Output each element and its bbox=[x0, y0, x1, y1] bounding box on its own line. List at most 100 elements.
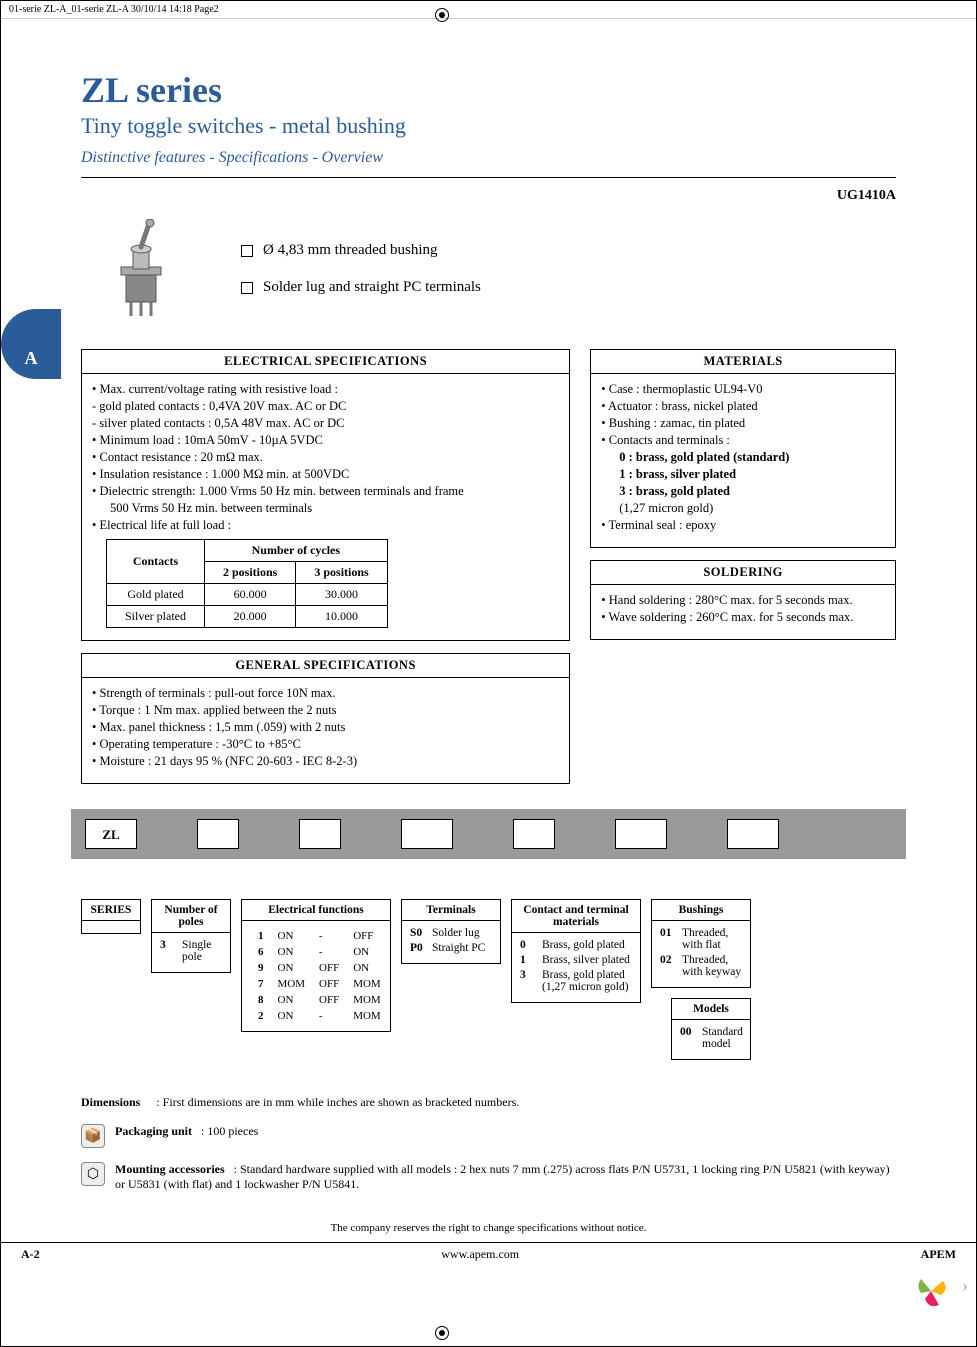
option-code: S0 bbox=[410, 927, 426, 939]
note-label: Packaging unit bbox=[115, 1124, 192, 1138]
option-label: Brass, gold plated (1,27 micron gold) bbox=[542, 969, 632, 993]
option-functions-box: Electrical functions 1ON-OFF 6ON-ON 9ONO… bbox=[241, 899, 391, 1032]
table-cell: 10.000 bbox=[296, 606, 387, 628]
spec-item: Strength of terminals : pull-out force 1… bbox=[92, 686, 559, 701]
part-box-empty bbox=[299, 819, 341, 849]
option-row: 3 Single pole bbox=[160, 939, 222, 963]
product-image bbox=[81, 214, 201, 324]
package-icon: 📦 bbox=[81, 1124, 105, 1148]
table-header: Number of cycles bbox=[204, 540, 387, 562]
func-code: 7 bbox=[252, 977, 270, 991]
spec-item: Max. panel thickness : 1,5 mm (.059) wit… bbox=[92, 720, 559, 735]
table-header: Contacts bbox=[107, 540, 205, 584]
spec-item: Case : thermoplastic UL94-V0 bbox=[601, 382, 885, 397]
option-title: Terminals bbox=[402, 900, 500, 921]
func-cell: - bbox=[313, 929, 345, 943]
func-code: 2 bbox=[252, 1009, 270, 1023]
option-code: 02 bbox=[660, 954, 676, 978]
electrical-specs-box: ELECTRICAL SPECIFICATIONS Max. current/v… bbox=[81, 349, 570, 641]
spec-item: Torque : 1 Nm max. applied between the 2… bbox=[92, 703, 559, 718]
func-cell: ON bbox=[272, 993, 312, 1007]
func-cell: MOM bbox=[347, 993, 387, 1007]
func-cell: OFF bbox=[313, 961, 345, 975]
option-label: Standard model bbox=[702, 1026, 743, 1050]
page-footer: A-2 www.apem.com APEM bbox=[1, 1242, 976, 1266]
spec-item: Operating temperature : -30°C to +85°C bbox=[92, 737, 559, 752]
page-content: A ZL series Tiny toggle switches - metal… bbox=[1, 19, 976, 1286]
part-box-empty bbox=[727, 819, 779, 849]
func-cell: - bbox=[313, 945, 345, 959]
option-code: P0 bbox=[410, 942, 426, 954]
nut-icon: ⬡ bbox=[81, 1162, 105, 1186]
func-cell: ON bbox=[347, 961, 387, 975]
option-row: 3Brass, gold plated (1,27 micron gold) bbox=[520, 969, 632, 993]
func-cell: OFF bbox=[347, 929, 387, 943]
func-cell: MOM bbox=[347, 1009, 387, 1023]
func-cell: ON bbox=[272, 929, 312, 943]
option-series-box: SERIES bbox=[81, 899, 141, 934]
specs-left-column: ELECTRICAL SPECIFICATIONS Max. current/v… bbox=[81, 349, 570, 784]
option-row: 00Standard model bbox=[680, 1026, 742, 1050]
general-specs-box: GENERAL SPECIFICATIONS Strength of termi… bbox=[81, 653, 570, 784]
option-label: Threaded, with flat bbox=[682, 927, 742, 951]
note-text: : Standard hardware supplied with all mo… bbox=[115, 1162, 890, 1191]
chevron-right-icon[interactable]: › bbox=[962, 1275, 968, 1296]
option-poles-box: Number of poles 3 Single pole bbox=[151, 899, 231, 973]
note-text: : First dimensions are in mm while inche… bbox=[156, 1095, 519, 1110]
box-title: ELECTRICAL SPECIFICATIONS bbox=[82, 350, 569, 374]
option-title: Electrical functions bbox=[242, 900, 390, 921]
product-subtitle: Tiny toggle switches - metal bushing bbox=[81, 113, 896, 139]
feature-text: Ø 4,83 mm threaded bushing bbox=[263, 242, 438, 259]
table-cell: 20.000 bbox=[204, 606, 295, 628]
option-label: Threaded, with keyway bbox=[682, 954, 742, 978]
box-title: SOLDERING bbox=[591, 561, 895, 585]
specs-grid: ELECTRICAL SPECIFICATIONS Max. current/v… bbox=[81, 349, 896, 784]
specs-right-column: MATERIALS Case : thermoplastic UL94-V0 A… bbox=[590, 349, 896, 784]
crop-mark-bottom bbox=[435, 1326, 449, 1340]
option-bushings-box: Bushings 01Threaded, with flat 02Threade… bbox=[651, 899, 751, 988]
spec-sub-item: 3 : brass, gold plated bbox=[619, 484, 885, 499]
spec-item: Hand soldering : 280°C max. for 5 second… bbox=[601, 593, 885, 608]
options-grid: SERIES Number of poles 3 Single pole Ele… bbox=[81, 899, 896, 1060]
spec-item: Contacts and terminals : bbox=[601, 433, 885, 448]
soldering-box: SOLDERING Hand soldering : 280°C max. fo… bbox=[590, 560, 896, 640]
section-tab: A bbox=[1, 309, 61, 379]
mounting-note: ⬡ Mounting accessories : Standard hardwa… bbox=[81, 1162, 896, 1192]
divider bbox=[81, 177, 896, 178]
func-code: 1 bbox=[252, 929, 270, 943]
option-code: 3 bbox=[160, 939, 176, 963]
option-code: 0 bbox=[520, 939, 536, 951]
option-code: 1 bbox=[520, 954, 536, 966]
option-code: 01 bbox=[660, 927, 676, 951]
option-row: S0Solder lug bbox=[410, 927, 492, 939]
func-cell: ON bbox=[347, 945, 387, 959]
note-label: Mounting accessories bbox=[115, 1162, 225, 1176]
func-cell: OFF bbox=[313, 993, 345, 1007]
spec-sub-item: 1 : brass, silver plated bbox=[619, 467, 885, 482]
spec-item: Terminal seal : epoxy bbox=[601, 518, 885, 533]
box-title: GENERAL SPECIFICATIONS bbox=[82, 654, 569, 678]
option-title: Contact and terminal materials bbox=[512, 900, 640, 933]
option-title: Number of poles bbox=[152, 900, 230, 933]
page-meta-header: 01-serie ZL-A_01-serie ZL-A 30/10/14 14:… bbox=[1, 1, 976, 19]
spec-item: Electrical life at full load : bbox=[92, 518, 559, 533]
option-label: Single pole bbox=[182, 939, 222, 963]
option-row: 02Threaded, with keyway bbox=[660, 954, 742, 978]
option-label: Straight PC bbox=[432, 942, 485, 954]
spec-item: Insulation resistance : 1.000 MΩ min. at… bbox=[92, 467, 559, 482]
table-subheader: 3 positions bbox=[296, 562, 387, 584]
spec-sub-item: gold plated contacts : 0,4VA 20V max. AC… bbox=[92, 399, 559, 414]
spec-continuation: 500 Vrms 50 Hz min. between terminals bbox=[110, 501, 559, 516]
func-code: 6 bbox=[252, 945, 270, 959]
spec-item: Contact resistance : 20 mΩ max. bbox=[92, 450, 559, 465]
datasheet-page: 01-serie ZL-A_01-serie ZL-A 30/10/14 14:… bbox=[0, 0, 977, 1347]
feature-item: Solder lug and straight PC terminals bbox=[241, 279, 896, 296]
part-number-bar: ZL bbox=[71, 809, 906, 859]
func-code: 8 bbox=[252, 993, 270, 1007]
func-cell: ON bbox=[272, 1009, 312, 1023]
option-code: 00 bbox=[680, 1026, 696, 1050]
footer-page-num: A-2 bbox=[21, 1247, 40, 1262]
product-tagline: Distinctive features - Specifications - … bbox=[81, 149, 896, 167]
func-cell: OFF bbox=[313, 977, 345, 991]
note-text: : 100 pieces bbox=[201, 1124, 258, 1138]
